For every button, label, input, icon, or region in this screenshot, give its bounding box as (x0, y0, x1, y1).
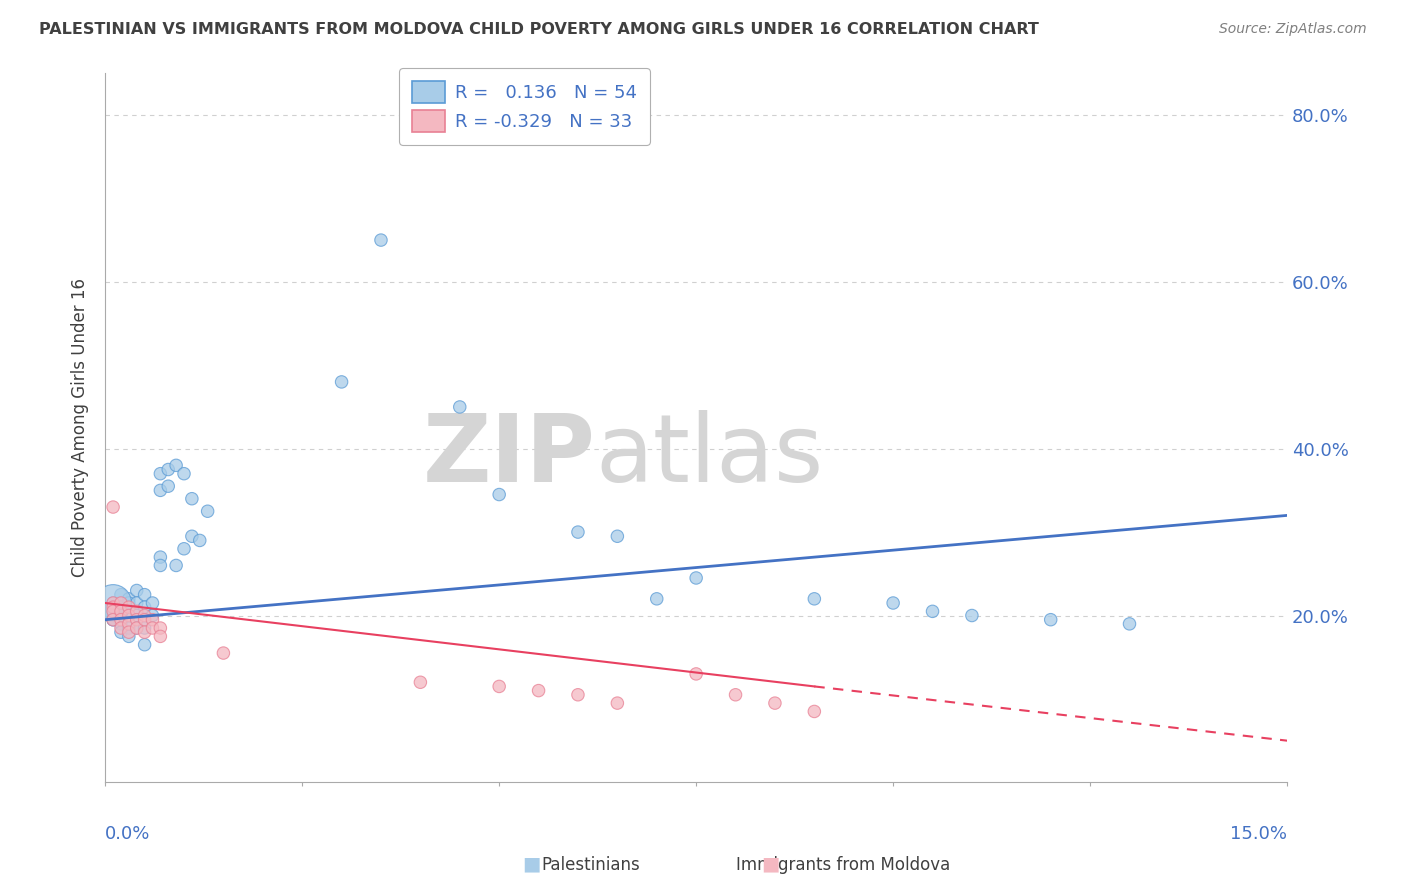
Point (157, 462, 180, 476)
Point (197, 504, 219, 518)
Point (567, 525, 589, 540)
Point (165, 558, 187, 573)
Point (110, 621, 132, 635)
Point (149, 550, 172, 565)
Point (110, 588, 132, 602)
Text: Source: ZipAtlas.com: Source: ZipAtlas.com (1219, 22, 1367, 37)
Point (149, 629, 172, 643)
Point (118, 625, 141, 640)
Point (134, 600, 156, 615)
Point (180, 491, 202, 506)
Point (134, 625, 156, 640)
Point (173, 541, 195, 556)
Point (101, 613, 124, 627)
Point (118, 621, 141, 635)
Point (606, 696, 628, 710)
Point (101, 604, 124, 618)
Point (149, 621, 172, 635)
Point (141, 596, 163, 610)
Point (188, 533, 211, 548)
Point (370, 233, 392, 247)
Point (125, 596, 148, 610)
Point (125, 621, 148, 635)
Point (118, 629, 141, 643)
Legend: R =   0.136   N = 54, R = -0.329   N = 33: R = 0.136 N = 54, R = -0.329 N = 33 (399, 68, 650, 145)
Point (921, 604, 943, 618)
Point (803, 591, 825, 606)
Point (101, 500, 124, 514)
Point (101, 604, 124, 618)
Text: PALESTINIAN VS IMMIGRANTS FROM MOLDOVA CHILD POVERTY AMONG GIRLS UNDER 16 CORREL: PALESTINIAN VS IMMIGRANTS FROM MOLDOVA C… (39, 22, 1039, 37)
Point (141, 613, 163, 627)
Point (449, 400, 471, 414)
Point (125, 608, 148, 623)
Point (173, 467, 195, 481)
Point (110, 613, 132, 627)
Point (125, 621, 148, 635)
Point (134, 613, 156, 627)
Point (212, 646, 235, 660)
Point (101, 596, 124, 610)
Point (110, 600, 132, 615)
Point (101, 608, 124, 623)
Point (685, 667, 707, 681)
Point (101, 596, 124, 610)
Point (125, 613, 148, 627)
Point (685, 571, 707, 585)
Point (125, 604, 148, 618)
Point (110, 596, 132, 610)
Text: Palestinians: Palestinians (541, 855, 640, 873)
Point (101, 613, 124, 627)
Point (118, 600, 141, 615)
Text: atlas: atlas (596, 410, 824, 502)
Point (157, 479, 180, 493)
Point (101, 600, 124, 615)
Point (149, 483, 172, 498)
Point (409, 675, 432, 690)
Point (763, 696, 786, 710)
Point (1039, 613, 1062, 627)
Point (882, 596, 904, 610)
Point (180, 529, 202, 543)
Point (527, 683, 550, 698)
Point (330, 375, 353, 389)
Point (118, 616, 141, 631)
Point (645, 591, 668, 606)
Point (960, 608, 983, 623)
Text: 0.0%: 0.0% (105, 825, 150, 843)
Point (110, 625, 132, 640)
Point (134, 638, 156, 652)
Point (134, 588, 156, 602)
Y-axis label: Child Poverty Among Girls Under 16: Child Poverty Among Girls Under 16 (72, 278, 89, 577)
Point (118, 596, 141, 610)
Point (101, 613, 124, 627)
Point (488, 680, 510, 694)
Point (134, 621, 156, 635)
Point (1118, 616, 1140, 631)
Point (118, 608, 141, 623)
Point (606, 529, 628, 543)
Point (125, 583, 148, 598)
Point (149, 558, 172, 573)
Text: 15.0%: 15.0% (1230, 825, 1286, 843)
Point (803, 705, 825, 719)
Text: ■: ■ (522, 855, 541, 873)
Point (141, 608, 163, 623)
Point (488, 487, 510, 501)
Point (118, 608, 141, 623)
Point (110, 616, 132, 631)
Text: ZIP: ZIP (423, 410, 596, 502)
Point (149, 467, 172, 481)
Point (118, 591, 141, 606)
Point (110, 604, 132, 618)
Point (134, 608, 156, 623)
Point (567, 688, 589, 702)
Point (165, 458, 187, 473)
Point (141, 621, 163, 635)
Point (101, 596, 124, 610)
Text: Immigrants from Moldova: Immigrants from Moldova (737, 855, 950, 873)
Text: ■: ■ (761, 855, 780, 873)
Point (724, 688, 747, 702)
Point (110, 608, 132, 623)
